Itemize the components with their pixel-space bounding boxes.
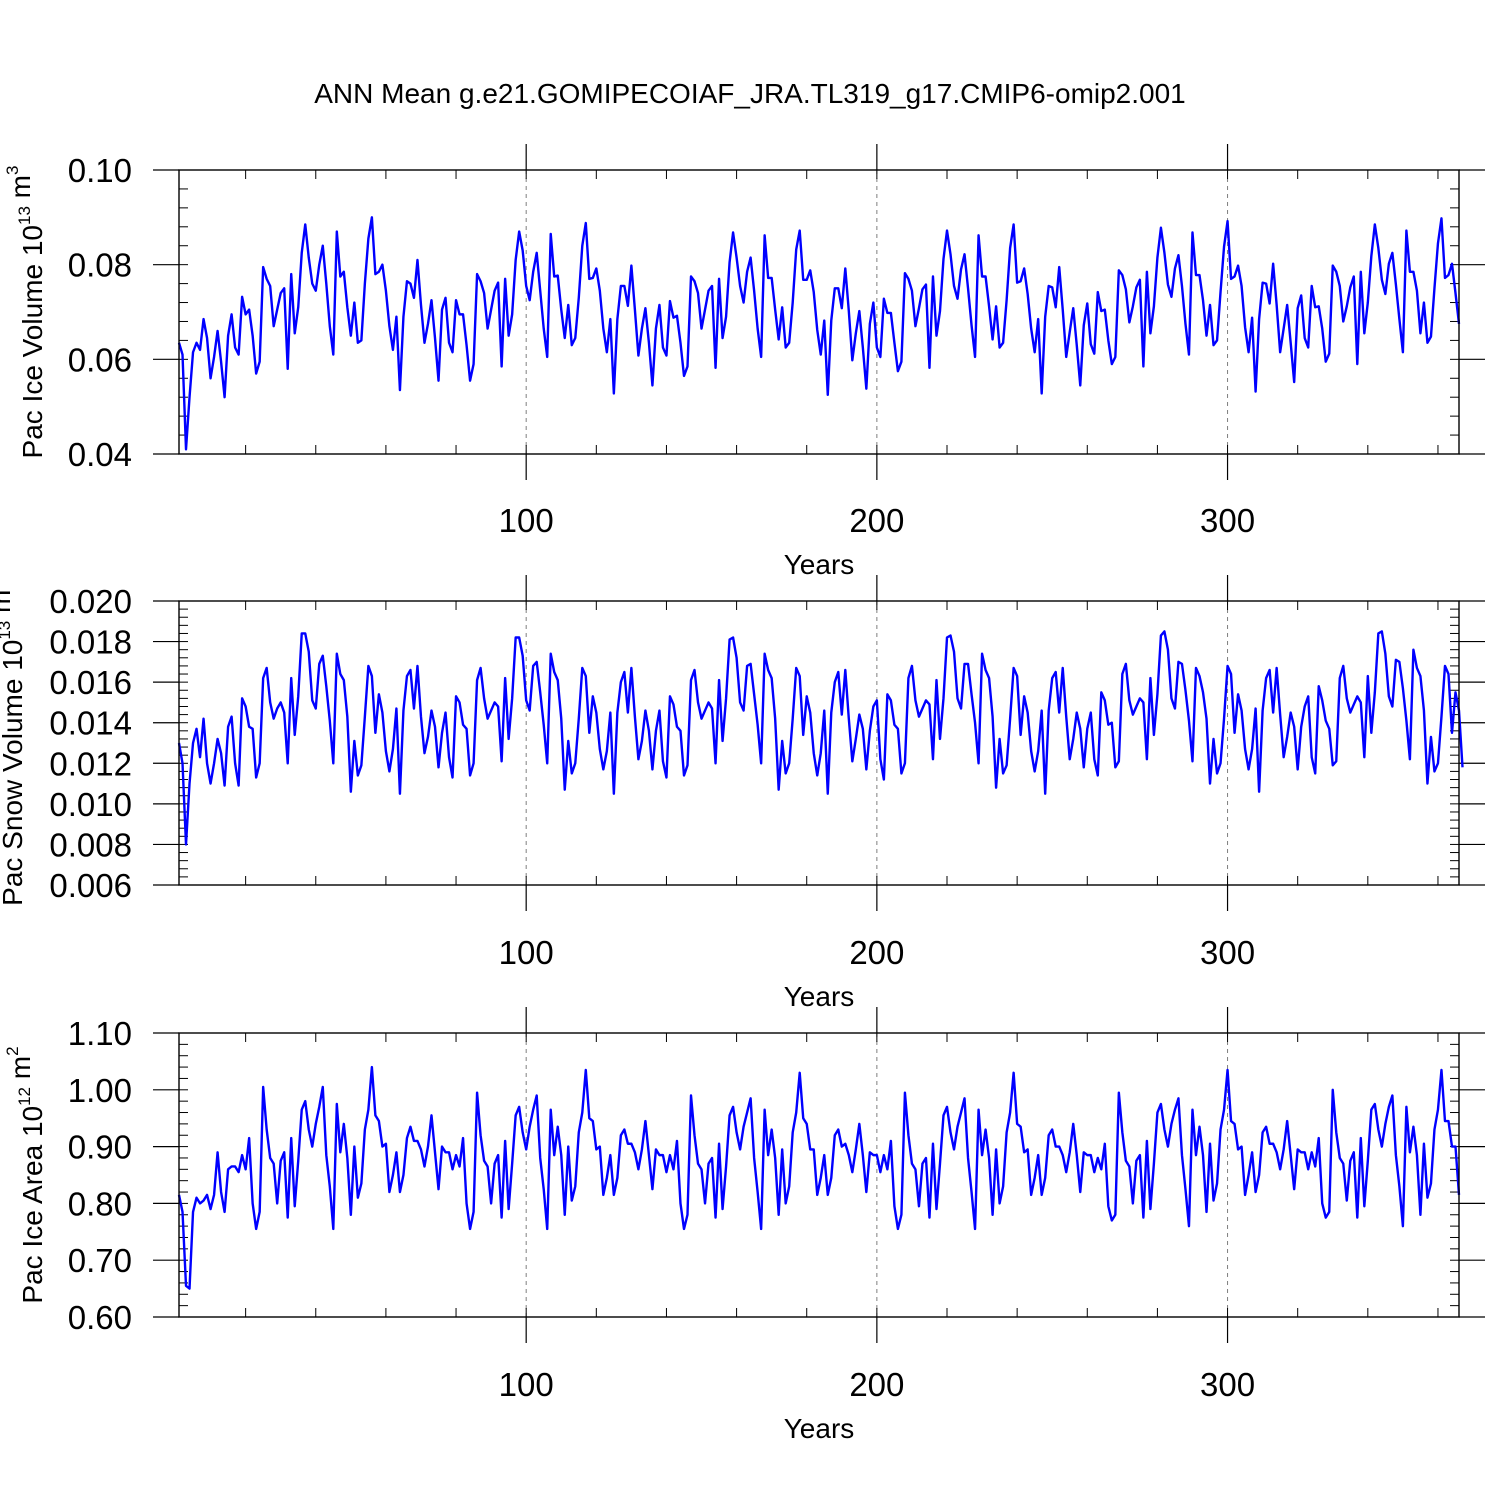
- y-tick-label: 0.012: [49, 745, 132, 782]
- plot-frame: [178, 169, 1460, 455]
- x-tick-label: 100: [499, 502, 554, 539]
- y-tick-label: 0.10: [68, 152, 132, 189]
- plot-frame: [178, 1032, 1460, 1318]
- series-line: [177, 1065, 1461, 1290]
- x-axis-title: Years: [784, 981, 855, 1012]
- y-axis-title: Pac Ice Area 1012 m2: [3, 1046, 48, 1303]
- y-tick-label: 1.00: [68, 1072, 132, 1109]
- x-tick-label: 200: [849, 502, 904, 539]
- y-tick-label: 0.60: [68, 1299, 132, 1336]
- y-tick-label: 1.10: [68, 1015, 132, 1052]
- x-tick-label: 100: [499, 934, 554, 971]
- y-tick-label: 0.70: [68, 1242, 132, 1279]
- panel-1: 100 200 300 0.04 0.06 0.08 0.10 Years Pac Ice Vo…: [3, 144, 1485, 580]
- x-tick-label: 200: [849, 1366, 904, 1403]
- y-tick-label: 0.018: [49, 624, 132, 661]
- y-tick-label: 0.008: [49, 826, 132, 863]
- y-axis-title: Pac Ice Volume 1013 m3: [3, 166, 48, 459]
- y-tick-label: 0.08: [68, 247, 132, 284]
- y-tick-label: 0.016: [49, 664, 132, 701]
- x-tick-label: 300: [1200, 502, 1255, 539]
- y-axis-title: Pac Snow Volume 1013 m3: [0, 580, 28, 906]
- x-tick-label: 300: [1200, 1366, 1255, 1403]
- panel-2: 100 200 3000.0060.0080.0100.0120.0140.0160…: [0, 575, 1485, 1012]
- y-tick-label: 0.020: [49, 583, 132, 620]
- panel-3: 100 200 300 0.60 0.70 0.80 0.90 1.00 1.10 Years Pa…: [3, 1007, 1485, 1444]
- x-axis-title: Years: [784, 549, 855, 580]
- series-line: [177, 630, 1464, 846]
- x-axis-title: Years: [784, 1413, 855, 1444]
- y-tick-label: 0.80: [68, 1185, 132, 1222]
- series-line: [177, 216, 1461, 451]
- y-tick-label: 0.014: [49, 705, 132, 742]
- x-tick-label: 200: [849, 934, 904, 971]
- y-tick-label: 0.90: [68, 1129, 132, 1166]
- plot-frame: [178, 600, 1460, 886]
- page-title: ANN Mean g.e21.GOMIPECOIAF_JRA.TL319_g17…: [314, 78, 1186, 109]
- y-tick-label: 0.010: [49, 786, 132, 823]
- y-tick-label: 0.06: [68, 341, 132, 378]
- x-tick-label: 100: [499, 1366, 554, 1403]
- x-tick-label: 300: [1200, 934, 1255, 971]
- y-tick-label: 0.04: [68, 436, 132, 473]
- y-tick-label: 0.006: [49, 867, 132, 904]
